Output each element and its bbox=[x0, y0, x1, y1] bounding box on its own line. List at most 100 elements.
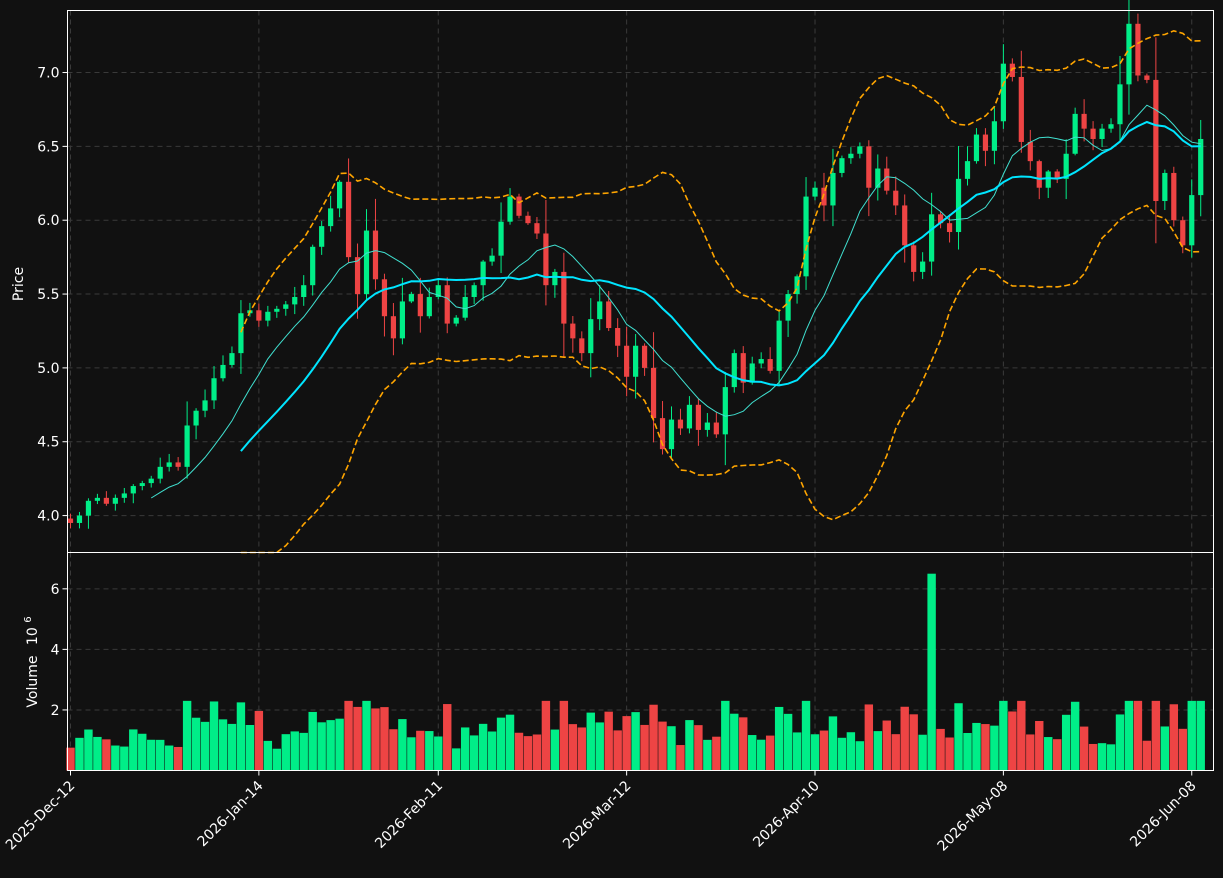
volume-bar bbox=[712, 736, 721, 771]
volume-bar bbox=[1097, 743, 1107, 771]
candle-body bbox=[157, 466, 163, 479]
volume-bar bbox=[568, 724, 578, 771]
candle-body bbox=[1117, 84, 1123, 125]
candle-body bbox=[1072, 113, 1078, 154]
candle-body bbox=[534, 223, 540, 234]
volume-bar bbox=[1088, 743, 1098, 771]
volume-bar bbox=[335, 718, 344, 771]
volume-gridlines bbox=[67, 552, 1214, 771]
volume-bar bbox=[263, 740, 273, 771]
volume-bar bbox=[586, 712, 595, 771]
candle-body bbox=[175, 462, 181, 467]
candle-body bbox=[103, 497, 109, 504]
candle-body bbox=[471, 285, 477, 298]
candle-body bbox=[1153, 79, 1159, 202]
volume-tick-label: 6 bbox=[51, 582, 60, 598]
candle-body bbox=[1171, 172, 1177, 221]
volume-tick-label: 2 bbox=[51, 703, 60, 719]
volume-bar bbox=[864, 704, 874, 771]
volume-bar bbox=[1196, 700, 1205, 771]
candle-body bbox=[821, 187, 827, 206]
candle-body bbox=[713, 422, 719, 435]
candle-body bbox=[328, 208, 334, 227]
volume-bar bbox=[505, 714, 515, 771]
price-axis-label: Price bbox=[11, 267, 27, 301]
price-tick-label: 6.5 bbox=[37, 139, 59, 155]
candle-body bbox=[991, 121, 998, 151]
candle-body bbox=[417, 294, 423, 317]
volume-bar bbox=[1124, 700, 1134, 771]
candle-body bbox=[624, 345, 630, 377]
volume-bar bbox=[1142, 740, 1152, 771]
candle-body bbox=[579, 338, 585, 354]
candle-body bbox=[94, 497, 101, 501]
candle-body bbox=[130, 486, 136, 494]
volume-bar bbox=[1169, 704, 1179, 771]
volume-bar bbox=[595, 722, 604, 771]
volume-tick-label: 4 bbox=[51, 642, 60, 658]
candle-body bbox=[76, 515, 83, 523]
candle-body bbox=[525, 215, 531, 224]
volume-bar bbox=[147, 739, 156, 771]
candle-body bbox=[85, 500, 92, 516]
candle-body bbox=[498, 221, 504, 256]
volume-bar bbox=[344, 700, 353, 771]
volume-bar bbox=[407, 737, 416, 771]
candle-body bbox=[731, 353, 737, 388]
volume-bars bbox=[66, 573, 1205, 771]
candle-body bbox=[597, 301, 603, 320]
candle-body bbox=[1180, 220, 1186, 246]
price-tick-label: 5.5 bbox=[37, 287, 59, 303]
candle-body bbox=[1099, 128, 1105, 139]
candle-body bbox=[650, 367, 657, 419]
volume-bar bbox=[254, 710, 264, 771]
volume-bar bbox=[478, 723, 488, 771]
volume-bar bbox=[1115, 714, 1125, 771]
candle-body bbox=[911, 245, 917, 272]
candle-body bbox=[803, 196, 809, 277]
candle-body bbox=[848, 153, 854, 159]
volume-axis-ticks: 2 4 6 bbox=[51, 582, 68, 719]
candle-body bbox=[920, 261, 926, 272]
candle-body bbox=[435, 285, 441, 298]
candle-body bbox=[1063, 153, 1069, 179]
volume-bar bbox=[452, 748, 461, 771]
candle-body bbox=[390, 316, 397, 339]
volume-bar bbox=[828, 716, 838, 771]
candle-body bbox=[543, 233, 549, 286]
volume-bar bbox=[84, 729, 93, 771]
volume-bar bbox=[631, 712, 640, 771]
volume-bar bbox=[945, 737, 954, 771]
volume-bar bbox=[739, 717, 748, 771]
volume-bar bbox=[1106, 744, 1116, 771]
price-tick-label: 5.0 bbox=[37, 361, 59, 377]
volume-bar bbox=[380, 707, 389, 771]
volume-bar bbox=[102, 739, 111, 771]
candle-body bbox=[202, 400, 208, 411]
volume-bar bbox=[685, 720, 694, 771]
volume-bar bbox=[272, 748, 282, 771]
volume-bar bbox=[1151, 700, 1161, 771]
candle-body bbox=[462, 297, 468, 318]
candle-body bbox=[489, 255, 495, 262]
candle-body bbox=[516, 196, 522, 216]
candle-body bbox=[265, 311, 271, 321]
volume-bar bbox=[640, 724, 649, 771]
candle-body bbox=[677, 419, 684, 429]
candle-body bbox=[839, 158, 845, 173]
volume-bar bbox=[299, 732, 308, 771]
volume-bar bbox=[353, 706, 362, 771]
volume-bar bbox=[218, 719, 228, 771]
candle-body bbox=[238, 313, 244, 354]
price-tick-label: 6.0 bbox=[37, 213, 59, 229]
candle-body bbox=[1126, 23, 1132, 85]
candle-body bbox=[184, 425, 190, 467]
volume-bar bbox=[748, 735, 757, 771]
candle-body bbox=[641, 345, 648, 368]
volume-bar bbox=[496, 717, 506, 771]
volume-bar bbox=[891, 734, 900, 771]
candle-body bbox=[776, 320, 782, 371]
volume-bar bbox=[676, 745, 685, 771]
volume-bar bbox=[730, 713, 739, 771]
